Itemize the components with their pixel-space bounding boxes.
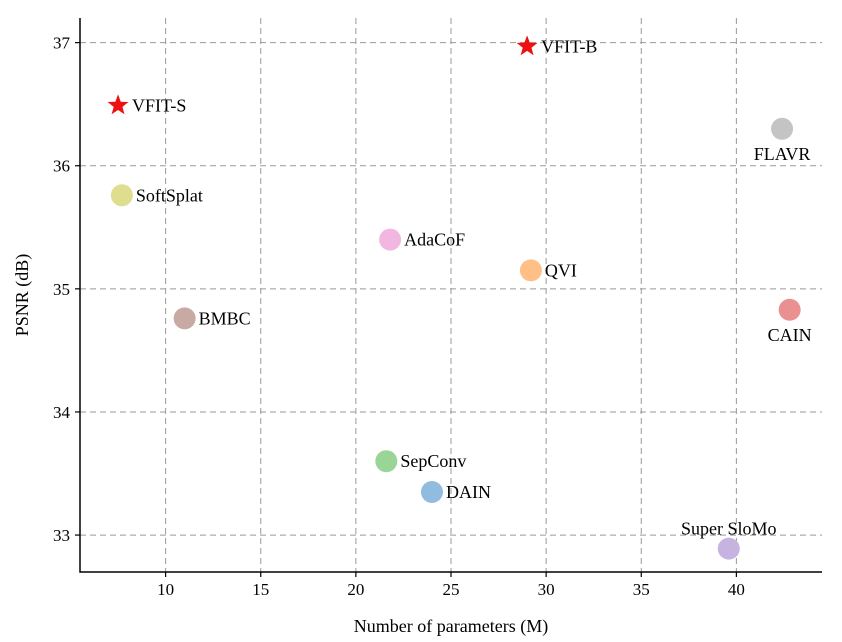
label-dain: DAIN xyxy=(446,482,491,502)
point-sepconv xyxy=(375,450,398,473)
y-tick-label: 36 xyxy=(53,157,70,176)
axis-spines xyxy=(79,18,822,573)
tick-labels: 10 15 20 25 30 35 40 33 34 35 36 37 xyxy=(53,34,745,599)
point-labels: VFIT-S VFIT-B FLAVR SoftSplat AdaCoF QVI CAIN B… xyxy=(132,36,812,538)
x-tick-label: 10 xyxy=(157,580,174,599)
point-vfit-b xyxy=(516,35,538,56)
point-flavr xyxy=(771,117,794,140)
label-softsplat: SoftSplat xyxy=(136,185,203,205)
y-tick-label: 33 xyxy=(53,526,70,545)
y-axis-title: PSNR (dB) xyxy=(12,254,33,337)
grid-lines xyxy=(80,18,822,572)
x-tick-label: 40 xyxy=(728,580,745,599)
point-super-slomo xyxy=(717,537,740,560)
point-qvi xyxy=(519,259,542,282)
x-tick-label: 20 xyxy=(347,580,364,599)
label-cain: CAIN xyxy=(768,325,812,345)
y-tick-label: 35 xyxy=(53,280,70,299)
point-bmbc xyxy=(173,307,196,330)
y-tick-label: 34 xyxy=(53,403,71,422)
point-cain xyxy=(778,298,801,321)
point-softsplat xyxy=(110,184,133,207)
x-tick-label: 25 xyxy=(443,580,460,599)
point-adacof xyxy=(379,228,402,251)
label-adacof: AdaCoF xyxy=(404,230,465,250)
label-bmbc: BMBC xyxy=(199,308,251,328)
x-tick-label: 30 xyxy=(538,580,555,599)
x-axis-title: Number of parameters (M) xyxy=(354,616,548,637)
x-tick-label: 35 xyxy=(633,580,650,599)
x-tick-label: 15 xyxy=(252,580,269,599)
label-vfit-s: VFIT-S xyxy=(132,95,186,115)
label-sepconv: SepConv xyxy=(400,451,466,471)
data-points xyxy=(107,35,801,560)
point-dain xyxy=(420,480,443,503)
label-flavr: FLAVR xyxy=(754,144,811,164)
axes xyxy=(75,18,822,577)
y-tick-label: 37 xyxy=(53,34,71,53)
label-vfit-b: VFIT-B xyxy=(541,36,597,56)
label-super-slomo: Super SloMo xyxy=(681,519,777,539)
label-qvi: QVI xyxy=(545,260,577,280)
point-vfit-s xyxy=(107,94,129,115)
